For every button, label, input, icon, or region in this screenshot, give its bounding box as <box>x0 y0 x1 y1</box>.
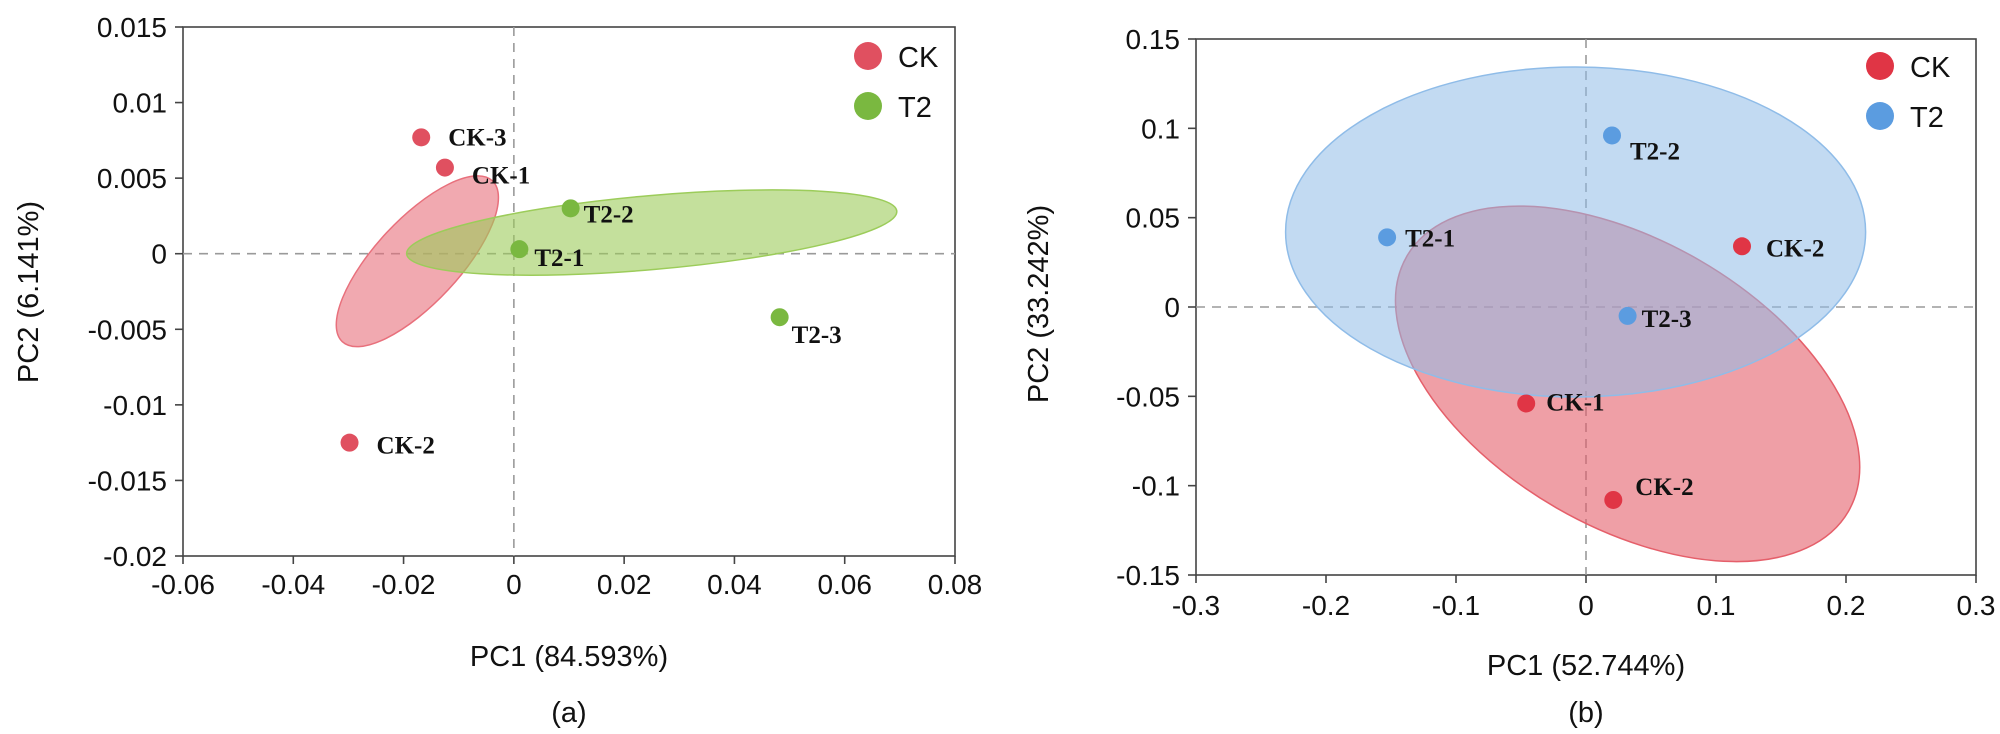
x-tick-label: 0 <box>506 569 522 600</box>
point-label: CK-2 <box>1635 474 1693 501</box>
data-point-ck <box>412 128 431 147</box>
data-point-ck <box>1604 490 1623 509</box>
y-tick-label: -0.05 <box>1116 381 1180 412</box>
legend-label-ck: CK <box>1910 52 1951 84</box>
legend-label-t2: T2 <box>898 92 932 124</box>
point-label: T2-1 <box>534 245 584 272</box>
point-label: T2-3 <box>1642 306 1692 333</box>
x-tick-label: 0.2 <box>1827 590 1866 621</box>
data-point-t2 <box>1603 126 1621 145</box>
plot-frame <box>182 26 956 557</box>
panel-label: (b) <box>1568 697 1603 729</box>
y-tick-label: -0.15 <box>1116 560 1180 591</box>
point-label: CK-2 <box>377 433 435 460</box>
y-tick-label: -0.01 <box>103 390 167 421</box>
data-point-t2 <box>770 308 789 327</box>
x-tick-label: -0.02 <box>372 569 436 600</box>
data-point-t2 <box>1378 228 1397 247</box>
y-tick-label: -0.005 <box>88 314 167 345</box>
point-label: T2-3 <box>792 322 842 349</box>
x-tick-label: 0.08 <box>928 569 983 600</box>
y-tick-label: 0 <box>1164 292 1180 323</box>
x-tick-label: -0.04 <box>261 569 325 600</box>
legend-label-ck: CK <box>898 42 939 74</box>
point-label: CK-3 <box>448 124 506 151</box>
y-tick-label: 0 <box>151 239 167 270</box>
confidence-ellipse-t2 <box>1284 66 1867 398</box>
y-tick-label: -0.02 <box>103 541 167 572</box>
x-tick-label: 0.02 <box>597 569 652 600</box>
y-axis-title: PC2 (33.242%) <box>1023 205 1055 403</box>
point-label: CK-1 <box>472 163 530 190</box>
point-label: T2-2 <box>1630 138 1680 165</box>
y-tick-label: 0.005 <box>97 163 167 194</box>
y-tick-label: -0.015 <box>88 465 167 496</box>
data-point-ck <box>435 158 454 177</box>
legend-marker-t2 <box>854 92 882 120</box>
x-tick-label: 0.04 <box>707 569 762 600</box>
data-point-ck <box>340 433 359 452</box>
y-tick-label: 0.15 <box>1126 24 1181 55</box>
x-tick-label: 0 <box>1578 590 1594 621</box>
x-tick-label: 0.1 <box>1697 590 1736 621</box>
x-tick-label: 0.3 <box>1957 590 1996 621</box>
legend-label-t2: T2 <box>1910 102 1944 134</box>
x-tick-label: -0.1 <box>1432 590 1480 621</box>
point-label: T2-2 <box>584 201 634 228</box>
y-tick-label: 0.015 <box>97 12 167 43</box>
chart-panel-b: -0.3 -0.2 -0.1 0 0.1 0.2 0.3 -0.15 -0.1 -0.05 0 0.0… <box>1023 24 1995 729</box>
y-tick-label: 0.05 <box>1126 203 1181 234</box>
panel-label: (a) <box>551 697 586 729</box>
chart-panel-a: -0.06 -0.04 -0.02 0 0.02 0.04 0.06 0.08 -0.02 -0.… <box>13 12 982 729</box>
legend-marker-ck <box>1866 52 1894 80</box>
x-axis-title: PC1 (84.593%) <box>470 641 668 673</box>
x-tick-label: 0.06 <box>817 569 872 600</box>
legend-marker-ck <box>854 42 882 70</box>
point-label: CK-1 <box>1546 389 1604 416</box>
y-tick-label: -0.1 <box>1132 471 1180 502</box>
y-tick-label: 0.1 <box>1141 113 1180 144</box>
point-label: T2-1 <box>1405 225 1455 252</box>
x-tick-label: -0.06 <box>151 569 215 600</box>
data-point-ck <box>1517 394 1536 413</box>
data-point-t2 <box>510 240 529 259</box>
confidence-ellipse-t2 <box>405 189 898 276</box>
legend-marker-t2 <box>1866 102 1894 130</box>
x-tick-label: -0.2 <box>1302 590 1350 621</box>
data-point-t2 <box>561 199 580 218</box>
y-axis-title: PC2 (6.141%) <box>13 201 45 383</box>
x-axis-title: PC1 (52.744%) <box>1487 650 1685 682</box>
data-point-ck <box>1733 237 1751 256</box>
data-point-t2 <box>1618 306 1637 325</box>
y-tick-label: 0.01 <box>113 88 168 119</box>
point-label: CK-2 <box>1766 235 1824 262</box>
x-tick-label: -0.3 <box>1172 590 1220 621</box>
